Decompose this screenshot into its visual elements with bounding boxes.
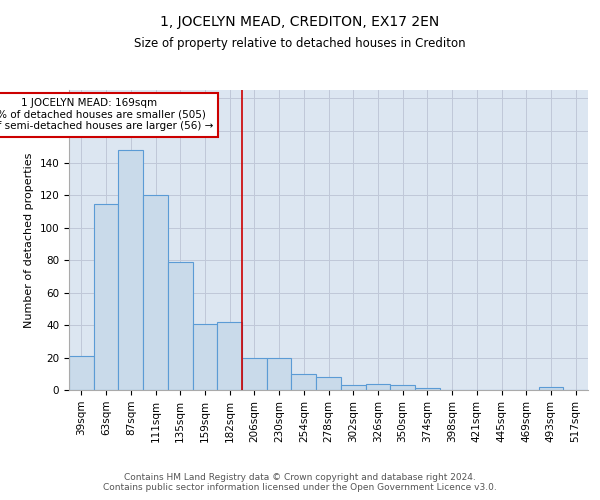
Bar — [168, 262, 193, 390]
Bar — [69, 356, 94, 390]
Bar — [217, 322, 242, 390]
Bar — [365, 384, 390, 390]
Bar — [415, 388, 440, 390]
Bar — [292, 374, 316, 390]
Text: Size of property relative to detached houses in Crediton: Size of property relative to detached ho… — [134, 38, 466, 51]
Bar — [193, 324, 217, 390]
Bar — [316, 377, 341, 390]
Bar — [390, 385, 415, 390]
Bar — [94, 204, 118, 390]
Text: 1 JOCELYN MEAD: 169sqm
← 90% of detached houses are smaller (505)
10% of semi-de: 1 JOCELYN MEAD: 169sqm ← 90% of detached… — [0, 98, 213, 132]
Bar — [118, 150, 143, 390]
Bar — [539, 387, 563, 390]
Y-axis label: Number of detached properties: Number of detached properties — [24, 152, 34, 328]
Bar — [341, 385, 365, 390]
Text: Contains HM Land Registry data © Crown copyright and database right 2024.
Contai: Contains HM Land Registry data © Crown c… — [103, 473, 497, 492]
Bar — [143, 196, 168, 390]
Text: 1, JOCELYN MEAD, CREDITON, EX17 2EN: 1, JOCELYN MEAD, CREDITON, EX17 2EN — [160, 15, 440, 29]
Bar — [267, 358, 292, 390]
Bar — [242, 358, 267, 390]
